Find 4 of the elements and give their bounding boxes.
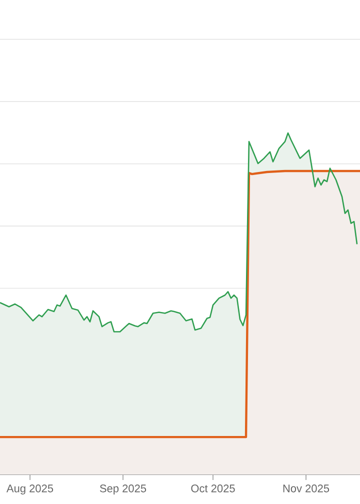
x-tick-label: Sep 2025	[100, 484, 146, 494]
x-tick-label: Nov 2025	[283, 484, 330, 492]
x-tick-label: Oct 2025	[191, 484, 235, 492]
x-tick-label: Aug 2025	[6, 484, 54, 494]
